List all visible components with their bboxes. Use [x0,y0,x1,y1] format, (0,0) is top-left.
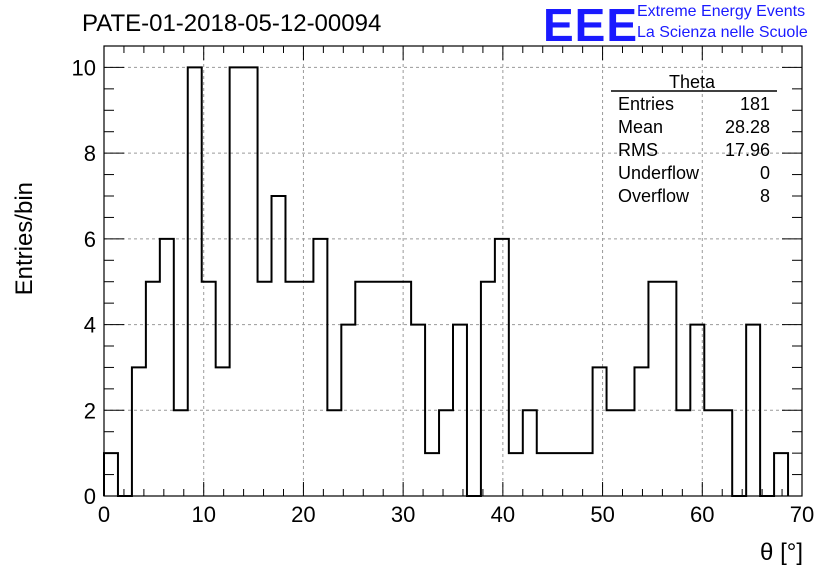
x-tick-label: 60 [690,502,714,527]
eee-logo: EEE [543,0,639,51]
stats-label: Entries [618,94,674,114]
stats-label: Overflow [618,186,690,206]
x-tick-label: 0 [98,502,110,527]
stats-value: 0 [760,163,770,183]
stats-label: RMS [618,140,658,160]
x-tick-label: 40 [491,502,515,527]
y-axis-label: Entries/bin [11,182,38,295]
stats-value: 181 [740,94,770,114]
logo-line-1: Extreme Energy Events [637,3,806,20]
axis-ticks [103,45,803,497]
y-tick-label: 6 [84,227,96,252]
stats-label: Mean [618,117,663,137]
stats-value: 8 [760,186,770,206]
x-axis-label: θ [°] [760,539,803,566]
stats-box: Theta Entries 181 Mean 28.28 RMS 17.96 Underfl… [611,72,777,206]
tick-labels: 0 10 20 30 40 50 60 70 0 2 4 6 8 10 [72,55,815,527]
x-tick-label: 20 [291,502,315,527]
x-tick-label: 30 [391,502,415,527]
grid [104,46,802,496]
stats-title: Theta [669,72,716,92]
x-tick-label: 50 [590,502,614,527]
histogram-line [103,66,790,497]
stats-label: Underflow [618,163,700,183]
y-tick-label: 0 [84,484,96,509]
y-tick-label: 10 [72,55,96,80]
stats-value: 17.96 [725,140,770,160]
x-tick-label: 10 [191,502,215,527]
plot-frame [103,45,803,497]
histogram-title: PATE-01-2018-05-12-00094 [82,10,382,37]
y-tick-label: 4 [84,313,96,338]
x-tick-label: 70 [790,502,814,527]
y-tick-label: 2 [84,398,96,423]
stats-value: 28.28 [725,117,770,137]
y-tick-label: 8 [84,141,96,166]
logo-line-2: La Scienza nelle Scuole [637,24,808,41]
